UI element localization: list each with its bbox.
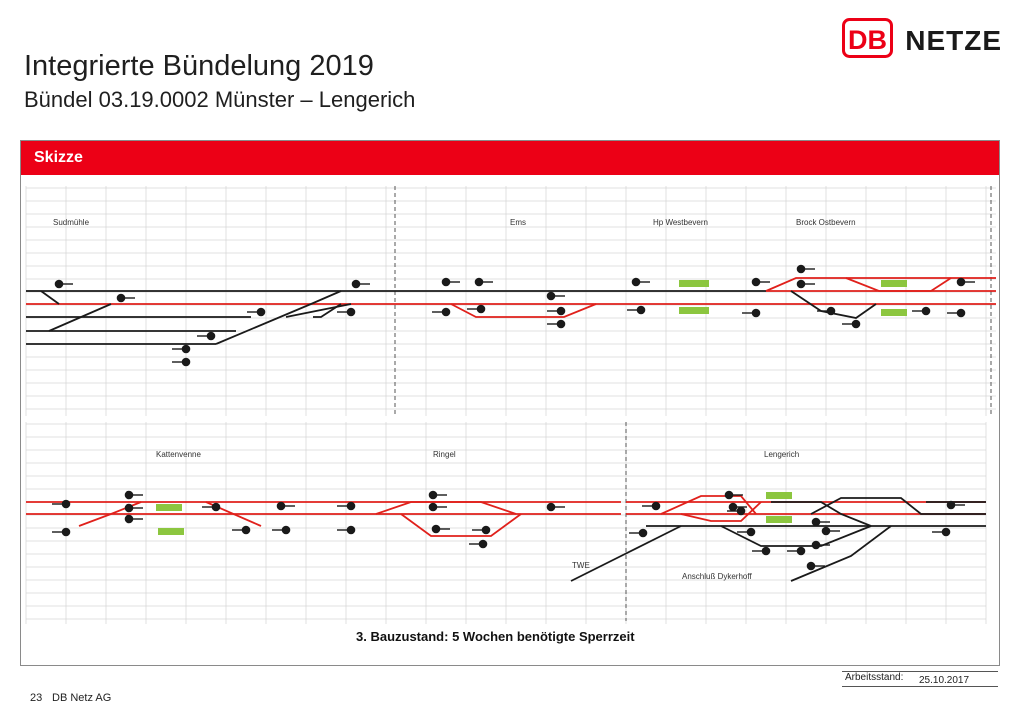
signal-symbol xyxy=(811,540,821,550)
signal-symbol xyxy=(281,525,291,535)
branch-label-dykerhoff: Anschluß Dykerhoff xyxy=(682,572,752,581)
diagram-caption: 3. Bauzustand: 5 Wochen benötigte Sperrz… xyxy=(356,629,635,644)
signal-symbol xyxy=(736,506,746,516)
signal-symbol xyxy=(54,279,64,289)
signal-symbol xyxy=(821,526,831,536)
section-header-bar xyxy=(21,141,999,175)
signal-symbol xyxy=(478,539,488,549)
signal-symbol xyxy=(346,501,356,511)
signal-symbol xyxy=(556,306,566,316)
page-number: 23 xyxy=(30,692,43,704)
signal-symbol xyxy=(61,527,71,537)
signal-symbol xyxy=(806,561,816,571)
track-sketch-diagram: Sudmühle Ems Hp Westbevern Brock Ostbeve… xyxy=(25,186,996,647)
signal-symbol xyxy=(636,305,646,315)
signal-symbol xyxy=(124,503,134,513)
signal-symbol xyxy=(61,499,71,509)
signal-symbol xyxy=(956,277,966,287)
signal-symbol xyxy=(431,524,441,534)
signal-symbol xyxy=(124,490,134,500)
footer-company: DB Netz AG xyxy=(52,692,112,704)
signals xyxy=(52,264,975,571)
signal-symbol xyxy=(811,517,821,527)
signal-symbol xyxy=(751,308,761,318)
db-netze-logo: DB NETZE xyxy=(842,18,1002,58)
section-header-label: Skizze xyxy=(34,149,83,166)
status-label: Arbeitsstand: xyxy=(845,672,904,683)
station-label-ringel: Ringel xyxy=(433,450,456,459)
status-rule-bottom xyxy=(842,686,998,687)
station-label-ems: Ems xyxy=(510,218,526,227)
signal-symbol xyxy=(746,527,756,537)
station-label-kattenvenne: Kattenvenne xyxy=(156,450,201,459)
signal-symbol xyxy=(556,319,566,329)
signal-symbol xyxy=(796,546,806,556)
branch-label-twe: TWE xyxy=(572,561,590,570)
signal-symbol xyxy=(546,502,556,512)
signal-symbol xyxy=(256,307,266,317)
signal-symbol xyxy=(346,525,356,535)
signal-symbol xyxy=(476,304,486,314)
signal-symbol xyxy=(276,501,286,511)
station-label-lengerich: Lengerich xyxy=(764,450,799,459)
station-label-sudmuehle: Sudmühle xyxy=(53,218,90,227)
sketch-grid xyxy=(25,186,996,624)
signal-symbol xyxy=(956,308,966,318)
signal-symbol xyxy=(728,502,738,512)
signal-symbol xyxy=(206,331,216,341)
signal-symbol xyxy=(241,525,251,535)
signal-symbol xyxy=(211,502,221,512)
signal-symbol xyxy=(124,514,134,524)
signal-symbol xyxy=(851,319,861,329)
page-title: Integrierte Bündelung 2019 xyxy=(24,50,374,82)
signal-symbol xyxy=(181,344,191,354)
signal-symbol xyxy=(346,307,356,317)
logo-mark: DB xyxy=(848,25,887,55)
station-label-brock-ostbevern: Brock Ostbevern xyxy=(796,218,856,227)
signal-symbol xyxy=(796,279,806,289)
signal-symbol xyxy=(651,501,661,511)
signal-symbol xyxy=(481,525,491,535)
signal-symbol xyxy=(181,357,191,367)
signal-symbol xyxy=(428,490,438,500)
status-date: 25.10.2017 xyxy=(919,675,970,686)
status-rule-top xyxy=(842,671,998,672)
signal-symbol xyxy=(441,277,451,287)
signal-symbol xyxy=(941,527,951,537)
signal-symbol xyxy=(351,279,361,289)
signal-symbol xyxy=(724,490,734,500)
signal-symbol xyxy=(796,264,806,274)
signal-symbol xyxy=(441,307,451,317)
signal-symbol xyxy=(474,277,484,287)
signal-symbol xyxy=(921,306,931,316)
signal-symbol xyxy=(751,277,761,287)
signal-symbol xyxy=(946,500,956,510)
station-label-hp-westbevern: Hp Westbevern xyxy=(653,218,708,227)
signal-symbol xyxy=(761,546,771,556)
signal-symbol xyxy=(546,291,556,301)
content-frame xyxy=(20,140,1000,666)
construction-markers xyxy=(156,280,907,535)
signal-symbol xyxy=(631,277,641,287)
signal-symbol xyxy=(826,306,836,316)
signal-symbol xyxy=(638,528,648,538)
signal-symbol xyxy=(116,293,126,303)
signal-symbol xyxy=(428,502,438,512)
page-subtitle: Bündel 03.19.0002 Münster – Lengerich xyxy=(24,87,416,112)
logo-text: NETZE xyxy=(905,25,1002,56)
